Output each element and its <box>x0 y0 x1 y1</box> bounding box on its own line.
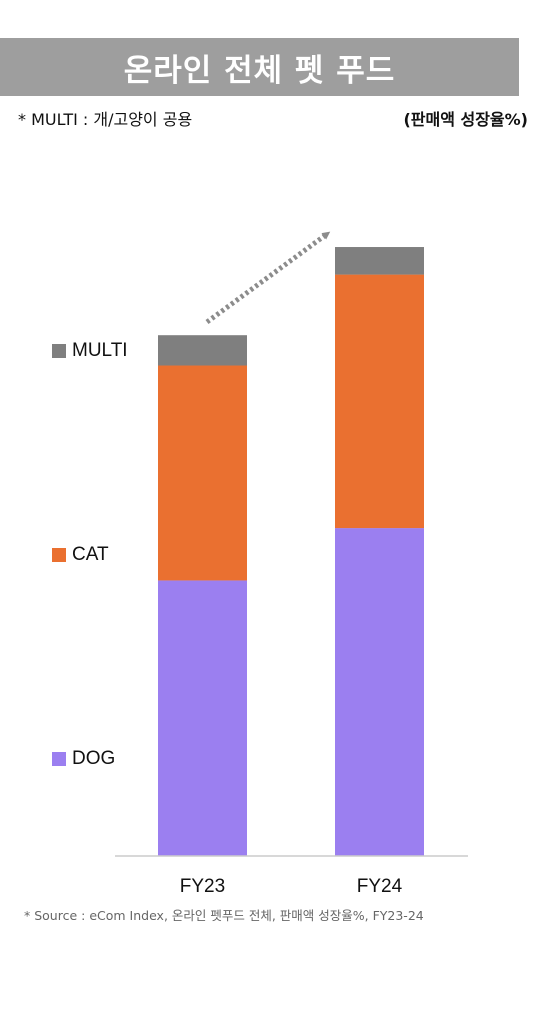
legend-item-cat: CAT <box>52 544 109 566</box>
unit-note: (판매액 성장율%) <box>403 110 528 129</box>
source-note: * Source : eCom Index, 온라인 펫푸드 전체, 판매액 성… <box>24 908 424 923</box>
bar-fy23-cat <box>158 365 247 581</box>
cat-swatch-icon <box>52 548 66 562</box>
x-tick-label-fy24: FY24 <box>357 876 403 897</box>
chart-title: 온라인 전체 펫 푸드 <box>123 52 396 89</box>
title-banner: 온라인 전체 펫 푸드 <box>0 38 519 96</box>
bar-fy23-multi <box>158 335 247 366</box>
legend-label-multi: MULTI <box>72 340 128 361</box>
multi-note: * MULTI : 개/고양이 공용 <box>18 110 193 129</box>
bar-fy24-dog <box>335 528 424 856</box>
bar-fy24-cat <box>335 274 424 529</box>
bar-fy23-dog <box>158 580 247 856</box>
legend-label-dog: DOG <box>72 748 116 769</box>
x-tick-label-fy23: FY23 <box>180 876 225 897</box>
multi-swatch-icon <box>52 344 66 358</box>
bar-fy24-multi <box>335 247 424 275</box>
dog-swatch-icon <box>52 752 66 766</box>
legend-label-cat: CAT <box>72 544 109 565</box>
legend-item-multi: MULTI <box>52 340 128 362</box>
legend-item-dog: DOG <box>52 748 115 770</box>
growth-arrow <box>205 231 331 325</box>
